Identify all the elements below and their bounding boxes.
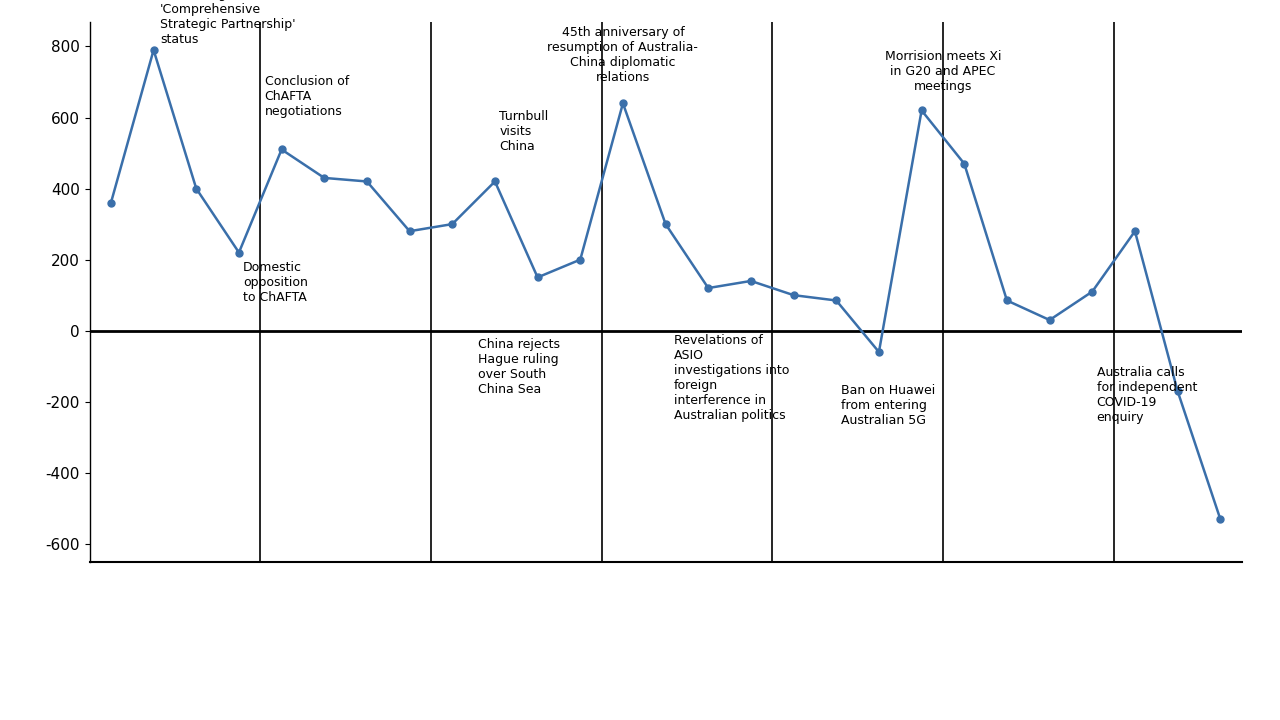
Text: Revelations of
ASIO
investigations into
foreign
interference in
Australian polit: Revelations of ASIO investigations into … [675,334,790,422]
Text: Conclusion of
ChAFTA
negotiations: Conclusion of ChAFTA negotiations [265,75,348,117]
Text: 45th anniversary of
resumption of Australia-
China diplomatic
relations: 45th anniversary of resumption of Austra… [548,26,699,84]
Text: Australia calls
for independent
COVID-19
enquiry: Australia calls for independent COVID-19… [1097,366,1197,424]
Text: relations given
'Comprehensive
Strategic Partnership'
status: relations given 'Comprehensive Strategic… [160,0,296,47]
Text: Morrision meets Xi
in G20 and APEC
meetings: Morrision meets Xi in G20 and APEC meeti… [884,50,1001,93]
Text: Ban on Huawei
from entering
Australian 5G: Ban on Huawei from entering Australian 5… [841,384,934,427]
Text: Domestic
opposition
to ChAFTA: Domestic opposition to ChAFTA [243,261,308,305]
Text: Turnbull
visits
China: Turnbull visits China [499,110,548,153]
Text: China rejects
Hague ruling
over South
China Sea: China rejects Hague ruling over South Ch… [477,338,559,396]
